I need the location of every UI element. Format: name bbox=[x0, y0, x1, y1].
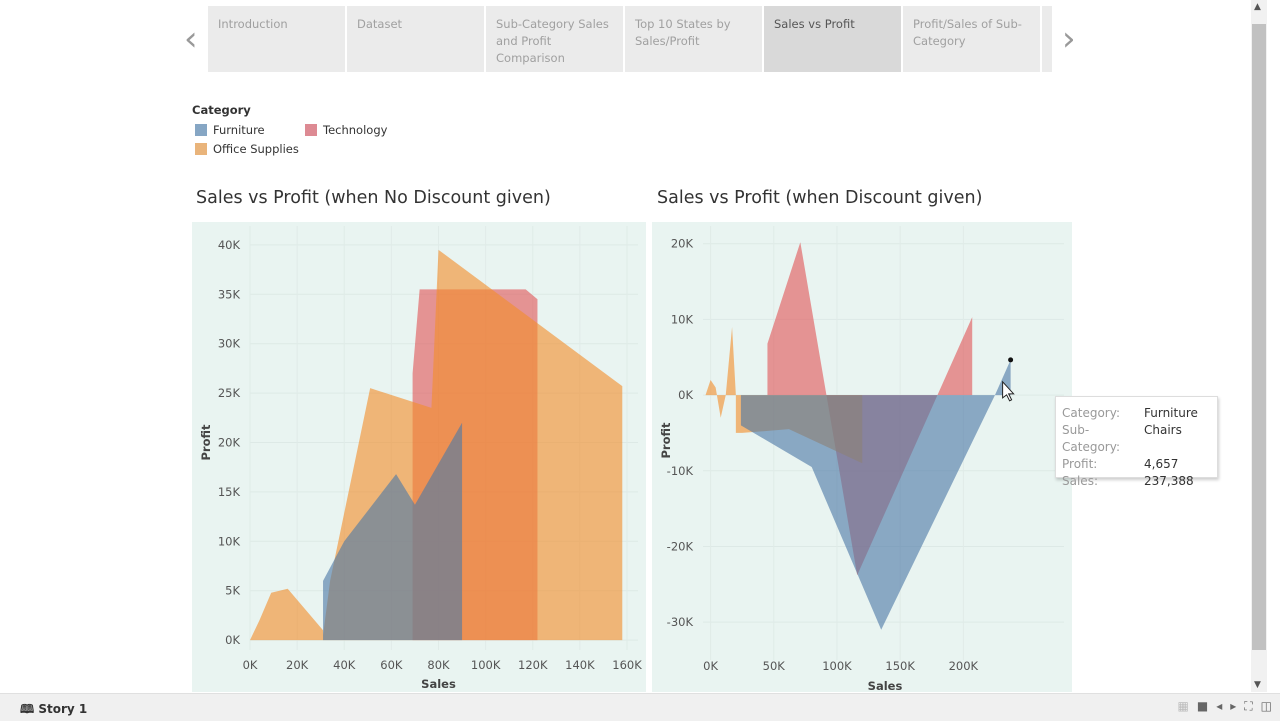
x-tick-label: 80K bbox=[427, 658, 450, 672]
next-icon[interactable]: ▸ bbox=[1230, 699, 1237, 713]
tooltip-key: Category: bbox=[1062, 406, 1120, 420]
y-tick-label: 0K bbox=[225, 633, 240, 647]
tab-top-10-states[interactable]: Top 10 States by Sales/Profit bbox=[625, 6, 762, 72]
x-tick-label: 140K bbox=[565, 658, 595, 672]
next-story-point-button[interactable]: › bbox=[1062, 19, 1076, 59]
x-tick-label: 50K bbox=[763, 659, 786, 673]
previous-icon[interactable]: ◂ bbox=[1216, 699, 1223, 713]
tooltip-key: Sales: bbox=[1062, 474, 1098, 488]
present-icon[interactable]: ◫ bbox=[1260, 699, 1272, 713]
layout-icon[interactable]: ▦ bbox=[1177, 699, 1189, 713]
y-axis-title: Profit bbox=[659, 422, 673, 459]
vertical-scrollbar[interactable]: ▲ ▼ bbox=[1251, 0, 1267, 692]
y-tick-label: 35K bbox=[218, 287, 241, 301]
legend-item-technology[interactable]: Technology bbox=[305, 123, 387, 137]
fullscreen-icon[interactable]: ⛶ bbox=[1244, 699, 1253, 713]
y-tick-label: 10K bbox=[218, 534, 241, 548]
area-office-supplies bbox=[250, 249, 623, 641]
book-icon: 🕮 bbox=[20, 702, 35, 716]
tooltip-value: 237,388 bbox=[1144, 474, 1194, 488]
x-tick-label: 0K bbox=[703, 659, 718, 673]
tooltip: Category: Furniture Sub-Category: Chairs P… bbox=[1055, 396, 1218, 488]
scroll-up-icon[interactable]: ▲ bbox=[1254, 2, 1261, 12]
chart-title-discount: Sales vs Profit (when Discount given) bbox=[657, 188, 983, 208]
prev-story-point-button[interactable]: ‹ bbox=[184, 19, 198, 59]
y-tick-label: 0K bbox=[678, 388, 693, 402]
swatch bbox=[195, 143, 207, 155]
y-tick-label: 15K bbox=[218, 485, 241, 499]
y-tick-label: -30K bbox=[667, 615, 694, 629]
x-tick-label: 60K bbox=[380, 658, 403, 672]
legend-label: Furniture bbox=[213, 123, 265, 137]
y-axis-title: Profit bbox=[199, 424, 213, 461]
y-tick-label: -10K bbox=[667, 464, 694, 478]
x-tick-label: 20K bbox=[286, 658, 309, 672]
legend-label: Technology bbox=[323, 123, 388, 137]
y-tick-label: 5K bbox=[225, 584, 240, 598]
pointer-cursor-icon bbox=[1002, 380, 1015, 402]
x-tick-label: 150K bbox=[885, 659, 915, 673]
x-tick-label: 100K bbox=[471, 658, 501, 672]
x-tick-label: 0K bbox=[243, 658, 258, 672]
tab-profit-sales-sub-category[interactable]: Profit/Sales of Sub-Category bbox=[903, 6, 1040, 72]
x-tick-label: 200K bbox=[949, 659, 979, 673]
chart-title-no-discount: Sales vs Profit (when No Discount given) bbox=[196, 188, 551, 208]
tab-sub-category-comparison[interactable]: Sub-Category Sales and Profit Comparison bbox=[486, 6, 623, 72]
y-tick-label: 20K bbox=[671, 237, 694, 251]
x-tick-label: 160K bbox=[612, 658, 642, 672]
y-tick-label: 10K bbox=[671, 312, 694, 326]
y-tick-label: 40K bbox=[218, 238, 241, 252]
tooltip-key: Sub-Category: bbox=[1062, 423, 1120, 454]
x-tick-label: 120K bbox=[518, 658, 548, 672]
story-label[interactable]: 🕮 Story 1 bbox=[20, 700, 87, 721]
x-tick-label: 100K bbox=[822, 659, 852, 673]
x-tick-label: 40K bbox=[333, 658, 356, 672]
x-axis-title: Sales bbox=[421, 677, 456, 691]
y-tick-label: 20K bbox=[218, 436, 241, 450]
highlight-point bbox=[1008, 357, 1014, 363]
tab-dataset[interactable]: Dataset bbox=[347, 6, 484, 72]
legend-label: Office Supplies bbox=[213, 142, 299, 156]
swatch bbox=[195, 124, 207, 136]
tab-overflow[interactable] bbox=[1042, 6, 1052, 72]
square-icon[interactable]: ■ bbox=[1196, 699, 1209, 713]
y-tick-label: 30K bbox=[218, 337, 241, 351]
bottom-toolbar: 🕮 Story 1 ▦ ■ ◂ ▸ ⛶ ◫ bbox=[0, 693, 1280, 721]
x-axis-title: Sales bbox=[868, 679, 903, 693]
tab-introduction[interactable]: Introduction bbox=[208, 6, 345, 72]
area-furniture bbox=[740, 359, 1011, 630]
legend-item-furniture[interactable]: Furniture bbox=[195, 123, 265, 137]
swatch bbox=[305, 124, 317, 136]
area-furniture bbox=[323, 422, 463, 641]
story-tabs: Introduction Dataset Sub-Category Sales … bbox=[208, 6, 1054, 72]
story-name: Story 1 bbox=[38, 702, 88, 716]
scrollbar-thumb[interactable] bbox=[1252, 24, 1266, 650]
legend-title: Category bbox=[192, 103, 251, 117]
scroll-down-icon[interactable]: ▼ bbox=[1254, 680, 1261, 690]
tooltip-value: Chairs bbox=[1144, 423, 1182, 437]
y-tick-label: 25K bbox=[218, 386, 241, 400]
tab-sales-vs-profit[interactable]: Sales vs Profit bbox=[764, 6, 901, 72]
tooltip-key: Profit: bbox=[1062, 457, 1098, 471]
legend-item-office-supplies[interactable]: Office Supplies bbox=[195, 142, 299, 156]
y-tick-label: -20K bbox=[667, 539, 694, 553]
category-legend: Category Furniture Technology Office Sup… bbox=[192, 103, 387, 156]
tooltip-value: 4,657 bbox=[1144, 457, 1179, 471]
tooltip-value: Furniture bbox=[1144, 406, 1198, 420]
